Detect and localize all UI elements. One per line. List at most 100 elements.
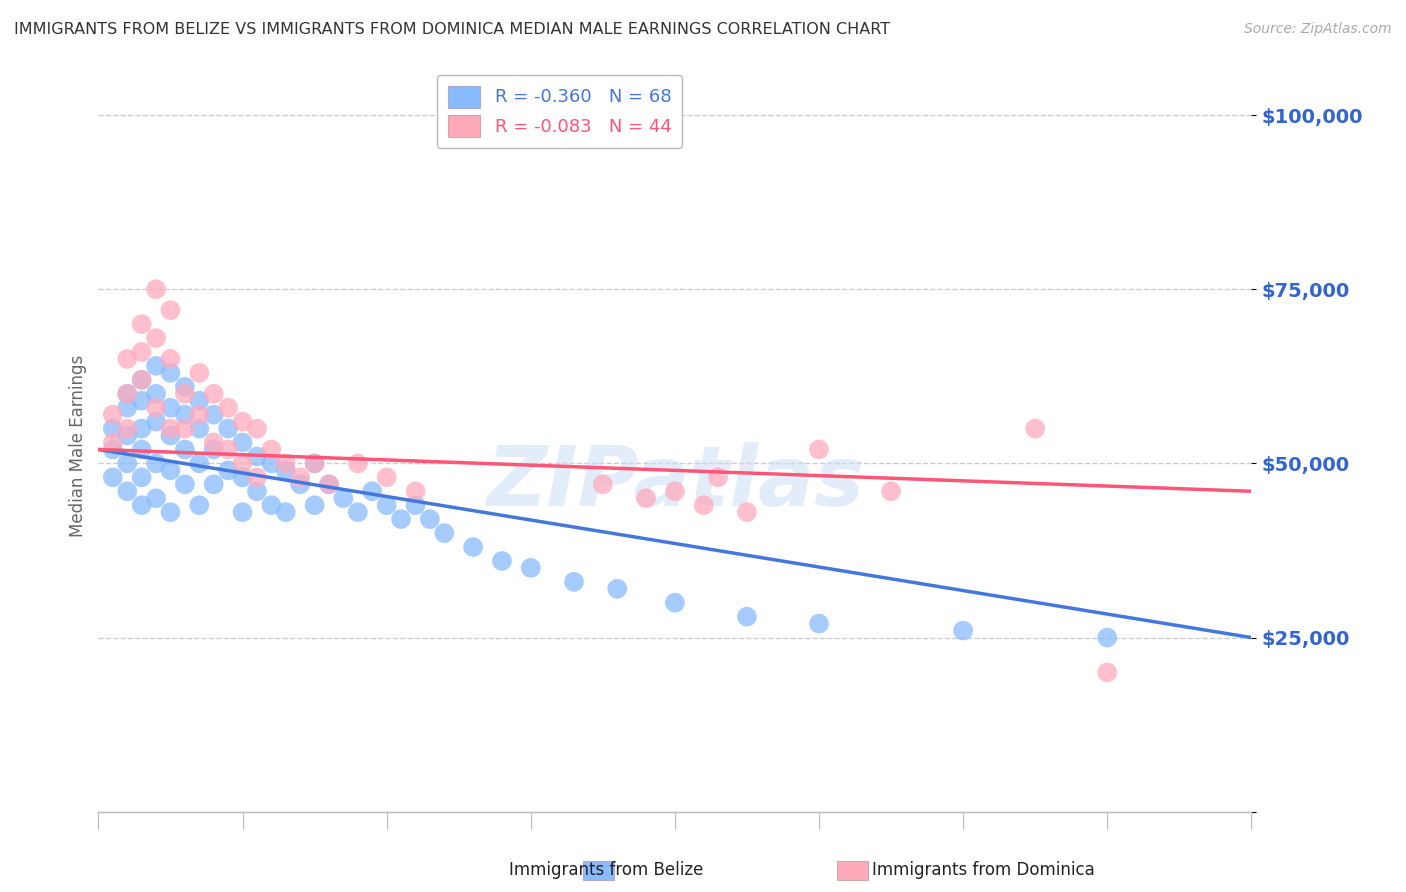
Point — [131, 317, 153, 331]
Point — [145, 401, 167, 415]
Point — [117, 421, 139, 435]
Point — [131, 498, 153, 512]
Point — [131, 345, 153, 359]
Point — [735, 609, 758, 624]
Point — [808, 442, 831, 457]
Point — [231, 457, 254, 471]
Point — [131, 470, 153, 484]
Point — [117, 351, 139, 366]
Point — [159, 505, 181, 519]
Point — [101, 435, 124, 450]
Point — [131, 442, 153, 457]
Point — [290, 470, 312, 484]
Point — [606, 582, 628, 596]
Point — [159, 401, 181, 415]
Point — [735, 505, 758, 519]
Point — [159, 463, 181, 477]
Point — [304, 498, 326, 512]
Point — [101, 421, 124, 435]
Point — [145, 282, 167, 296]
Point — [375, 470, 398, 484]
Point — [808, 616, 831, 631]
Point — [174, 380, 197, 394]
Point — [231, 505, 254, 519]
Point — [231, 470, 254, 484]
Point — [217, 442, 239, 457]
Point — [131, 393, 153, 408]
Point — [346, 457, 368, 471]
Point — [174, 386, 197, 401]
Point — [274, 457, 297, 471]
Point — [693, 498, 716, 512]
Point — [174, 442, 197, 457]
Point — [592, 477, 614, 491]
Point — [260, 457, 283, 471]
Point — [304, 457, 326, 471]
Point — [174, 477, 197, 491]
Text: Source: ZipAtlas.com: Source: ZipAtlas.com — [1244, 22, 1392, 37]
Point — [880, 484, 903, 499]
Point — [188, 393, 211, 408]
Point — [145, 457, 167, 471]
Point — [145, 491, 167, 506]
Point — [145, 386, 167, 401]
Point — [375, 498, 398, 512]
Legend: R = -0.360   N = 68, R = -0.083   N = 44: R = -0.360 N = 68, R = -0.083 N = 44 — [437, 75, 682, 147]
Point — [174, 421, 197, 435]
Point — [117, 386, 139, 401]
Point — [636, 491, 658, 506]
Point — [361, 484, 384, 499]
Point — [707, 470, 730, 484]
Text: ZIPatlas: ZIPatlas — [486, 442, 863, 523]
Point — [131, 421, 153, 435]
Point — [260, 498, 283, 512]
Point — [188, 498, 211, 512]
Point — [117, 484, 139, 499]
Text: Immigrants from Belize: Immigrants from Belize — [509, 861, 703, 879]
Point — [202, 408, 225, 422]
Point — [318, 477, 340, 491]
Point — [318, 477, 340, 491]
Point — [188, 457, 211, 471]
Point — [274, 463, 297, 477]
Y-axis label: Median Male Earnings: Median Male Earnings — [69, 355, 87, 537]
Point — [1097, 631, 1119, 645]
Point — [419, 512, 441, 526]
Point — [1097, 665, 1119, 680]
Point — [101, 442, 124, 457]
Text: Immigrants from Dominica: Immigrants from Dominica — [872, 861, 1094, 879]
Point — [246, 450, 269, 464]
Point — [174, 408, 197, 422]
Point — [260, 442, 283, 457]
Point — [405, 498, 427, 512]
Point — [461, 540, 484, 554]
Point — [188, 421, 211, 435]
Point — [246, 470, 269, 484]
Point — [101, 470, 124, 484]
Point — [433, 526, 456, 541]
Point — [217, 463, 239, 477]
Point — [117, 401, 139, 415]
Point — [520, 561, 543, 575]
Point — [202, 442, 225, 457]
Point — [188, 366, 211, 380]
Point — [405, 484, 427, 499]
Point — [332, 491, 354, 506]
Point — [664, 484, 686, 499]
Point — [117, 428, 139, 442]
Point — [217, 401, 239, 415]
Point — [159, 303, 181, 318]
Point — [145, 331, 167, 345]
Point — [246, 421, 269, 435]
Point — [952, 624, 974, 638]
Point — [159, 366, 181, 380]
Point — [290, 477, 312, 491]
Point — [562, 574, 585, 589]
Point — [664, 596, 686, 610]
Point — [202, 386, 225, 401]
Point — [117, 457, 139, 471]
Point — [491, 554, 513, 568]
Point — [217, 421, 239, 435]
Text: IMMIGRANTS FROM BELIZE VS IMMIGRANTS FROM DOMINICA MEDIAN MALE EARNINGS CORRELAT: IMMIGRANTS FROM BELIZE VS IMMIGRANTS FRO… — [14, 22, 890, 37]
Point — [131, 373, 153, 387]
